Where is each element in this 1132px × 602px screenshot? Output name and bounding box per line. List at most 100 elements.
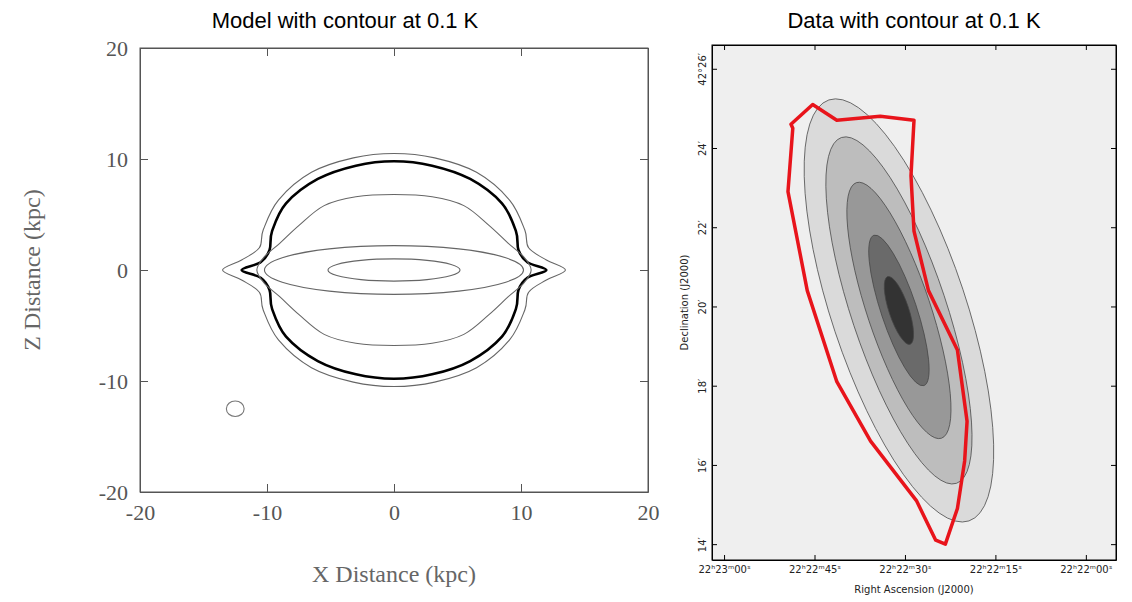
tick [1111,465,1116,466]
title: Data with contour at 0.1 K [787,8,1040,33]
plot-frame [712,45,1116,560]
tick-label: 22ʰ22ᵐ30ˢ [879,564,931,575]
contour-line [328,259,460,281]
y-axis-title: Declination (J2000) [679,254,690,350]
tick-mark [712,227,717,228]
tick-mark [640,270,648,271]
tick-label: 20 [638,500,660,525]
tick-label: 14′ [697,536,708,552]
tick-mark [995,45,996,50]
tick-mark [1111,465,1116,466]
tick-mark [905,45,906,50]
tick-label: 10 [106,147,128,172]
tick: 22ʰ22ᵐ30ˢ [879,555,931,575]
contour [857,230,941,392]
tick [640,159,648,160]
tick-mark [1111,386,1116,387]
axis-line [1116,46,1117,561]
title: Model with contour at 0.1 K [212,8,479,33]
tick [724,45,725,50]
tick-mark [267,48,268,56]
tick: 10 [106,147,148,172]
tick-mark [394,484,395,492]
tick-mark [521,484,522,492]
tick-mark [815,555,816,560]
tick-label: 22′ [697,220,708,236]
tick-mark [724,45,725,50]
tick-label: 22ʰ22ᵐ00ˢ [1060,564,1112,575]
tick [995,45,996,50]
tick-mark [1086,555,1087,560]
tick: 22ʰ22ᵐ45ˢ [789,555,841,575]
tick-label: 20 [106,36,128,61]
tick-label: 22ʰ23ᵐ00ˢ [698,564,750,575]
tick-mark [712,306,717,307]
tick [521,48,522,56]
contour [796,123,1001,499]
axis-line [141,492,649,493]
tick-mark [1111,227,1116,228]
tick: 22ʰ23ᵐ00ˢ [698,555,750,575]
tick-mark [140,159,148,160]
tick-label: -10 [99,369,128,394]
tick-mark [394,48,395,56]
y-axis-right [640,49,649,493]
tick-mark [1111,69,1116,70]
tick: -20 [99,480,148,505]
tick: 22ʰ22ᵐ00ˢ [1060,555,1112,575]
tick-mark [1086,45,1087,50]
tick-label: 16′ [697,457,708,473]
tick [1111,227,1116,228]
galaxy [765,79,1033,544]
tick: 16′ [697,457,717,473]
tick-mark [1111,544,1116,545]
axis-line [648,49,649,493]
tick [394,48,395,56]
tick-label: 10 [511,500,533,525]
panel-model: -20-1001020-20-1001020Model with contour… [19,8,660,587]
plot-frame [140,48,648,492]
tick [1111,386,1116,387]
tick-label: 0 [117,258,128,283]
y-axis-right [1111,46,1117,561]
tick-mark [640,381,648,382]
tick-label: 22ʰ22ᵐ45ˢ [789,564,841,575]
contour-line [264,246,523,295]
tick [640,492,648,493]
tick: 22ʰ22ᵐ15ˢ [970,555,1022,575]
tick-mark [724,555,725,560]
panel-data: 22ʰ23ᵐ00ˢ 22ʰ22ᵐ45ˢ 22ʰ22ᵐ30ˢ 22ʰ22ᵐ15ˢ 22ʰ2… [679,8,1117,595]
tick [1086,45,1087,50]
tick: -10 [99,369,148,394]
x-axis: -20-1001020 [126,484,660,525]
tick [1111,148,1116,149]
tick: 22′ [697,220,717,236]
tick-mark [815,45,816,50]
tick [140,48,141,56]
y-axis: -20 -10 0 10 20 [99,36,148,505]
tick [640,381,648,382]
tick-mark [521,48,522,56]
tick: 10 [511,484,533,525]
x-axis-top [713,45,1117,50]
tick-label: -20 [126,500,155,525]
tick-mark [712,148,717,149]
tick [1111,544,1116,545]
tick-mark [140,492,148,493]
x-axis-title: Right Ascension (J2000) [854,584,973,595]
tick-mark [140,381,148,382]
x-axis-top [141,48,649,56]
x-axis: 22ʰ23ᵐ00ˢ 22ʰ22ᵐ45ˢ 22ʰ22ᵐ30ˢ 22ʰ22ᵐ15ˢ 22ʰ2… [698,555,1116,575]
figure: -20-1001020-20-1001020Model with contour… [0,0,1132,602]
y-axis: 42°26′24′22′20′18′16′14′ [697,46,717,561]
tick [815,45,816,50]
tick-mark [140,270,148,271]
outline-contour [788,104,967,544]
axis-line [713,45,1117,46]
tick-mark [712,69,717,70]
tick: 14′ [697,536,717,552]
tick-mark [140,48,141,56]
contour-line [257,195,531,346]
tick-label: 0 [389,500,400,525]
axis-line [712,46,713,561]
